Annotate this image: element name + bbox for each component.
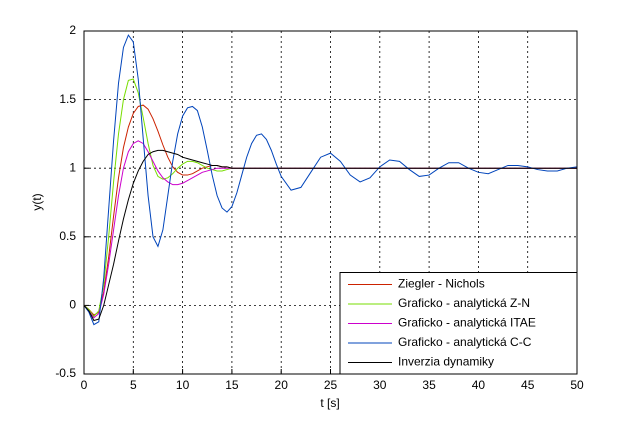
x-tick-label: 0 (81, 378, 88, 392)
x-tick-label: 30 (373, 378, 387, 392)
y-tick-label: 0.5 (59, 229, 76, 243)
x-tick-label: 40 (472, 378, 486, 392)
legend-label: Graficko - analytická Z-N (398, 296, 530, 310)
legend-label: Ziegler - Nichols (398, 277, 485, 291)
y-tick-label: 1 (69, 160, 76, 174)
legend-label: Inverzia dynamiky (398, 355, 494, 369)
series-line (83, 149, 577, 322)
plot-frame (83, 30, 578, 375)
series-line (83, 34, 578, 326)
y-tick-label: 1.5 (59, 92, 76, 106)
x-tick-label: 15 (225, 378, 239, 392)
x-axis-label: t [s] (320, 396, 339, 410)
x-tick-label: 20 (275, 378, 289, 392)
y-tick-label: 2 (69, 23, 76, 37)
y-axis-label: y(t) (30, 193, 44, 210)
x-tick-label: 35 (422, 378, 436, 392)
x-tick-label: 5 (130, 378, 137, 392)
legend-label: Graficko - analytická ITAE (398, 316, 536, 330)
x-tick-label: 45 (521, 378, 535, 392)
y-tick-label: 0 (69, 298, 76, 312)
y-tick-label: -0.5 (55, 366, 76, 380)
legend-label: Graficko - analytická C-C (398, 335, 532, 349)
x-tick-label: 10 (176, 378, 190, 392)
x-tick-label: 25 (324, 378, 338, 392)
x-tick-label: 50 (570, 378, 584, 392)
